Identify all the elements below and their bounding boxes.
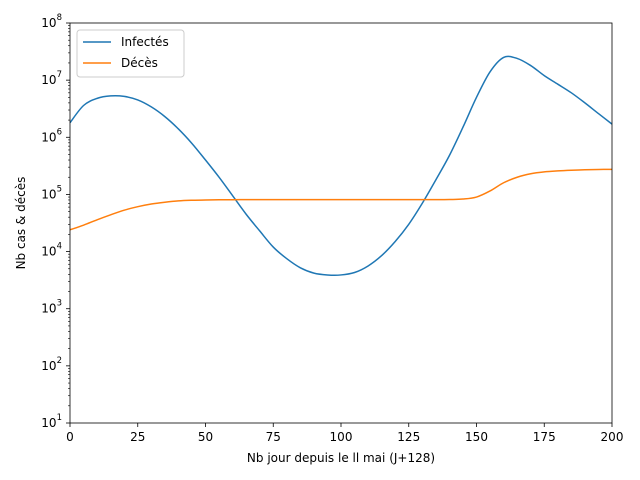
x-tick-label: 25 (130, 430, 145, 444)
x-tick-label: 50 (198, 430, 213, 444)
y-tick-label: 101 (41, 413, 62, 430)
y-tick-label: 107 (41, 70, 62, 87)
x-axis-label: Nb jour depuis le ll mai (J+128) (247, 451, 435, 465)
y-tick-label: 105 (41, 184, 62, 201)
x-tick-label: 0 (66, 430, 74, 444)
x-tick-label: 200 (601, 430, 624, 444)
x-tick-label: 125 (397, 430, 420, 444)
y-tick-label: 106 (41, 127, 62, 144)
x-tick-label: 175 (533, 430, 556, 444)
series-line-deces (70, 168, 612, 231)
axes-layer: 0 25 50 75 100 125 150 175 200 101 102 103 104 105 106… (41, 13, 623, 444)
legend-label-infectes: Infectés (121, 35, 169, 49)
legend: Infectés Décès (76, 29, 185, 78)
y-tick-label: 103 (41, 299, 62, 316)
legend-label-deces: Décès (121, 56, 158, 70)
y-tick-label: 102 (41, 356, 62, 373)
series-line-infectes (70, 55, 612, 276)
y-tick-label: 104 (41, 242, 62, 259)
series-layer (70, 55, 612, 276)
x-tick-label: 150 (465, 430, 488, 444)
y-tick-label: 108 (41, 13, 62, 30)
x-tick-label: 100 (330, 430, 353, 444)
x-tick-label: 75 (266, 430, 281, 444)
y-axis-label: Nb cas & décès (14, 177, 28, 270)
